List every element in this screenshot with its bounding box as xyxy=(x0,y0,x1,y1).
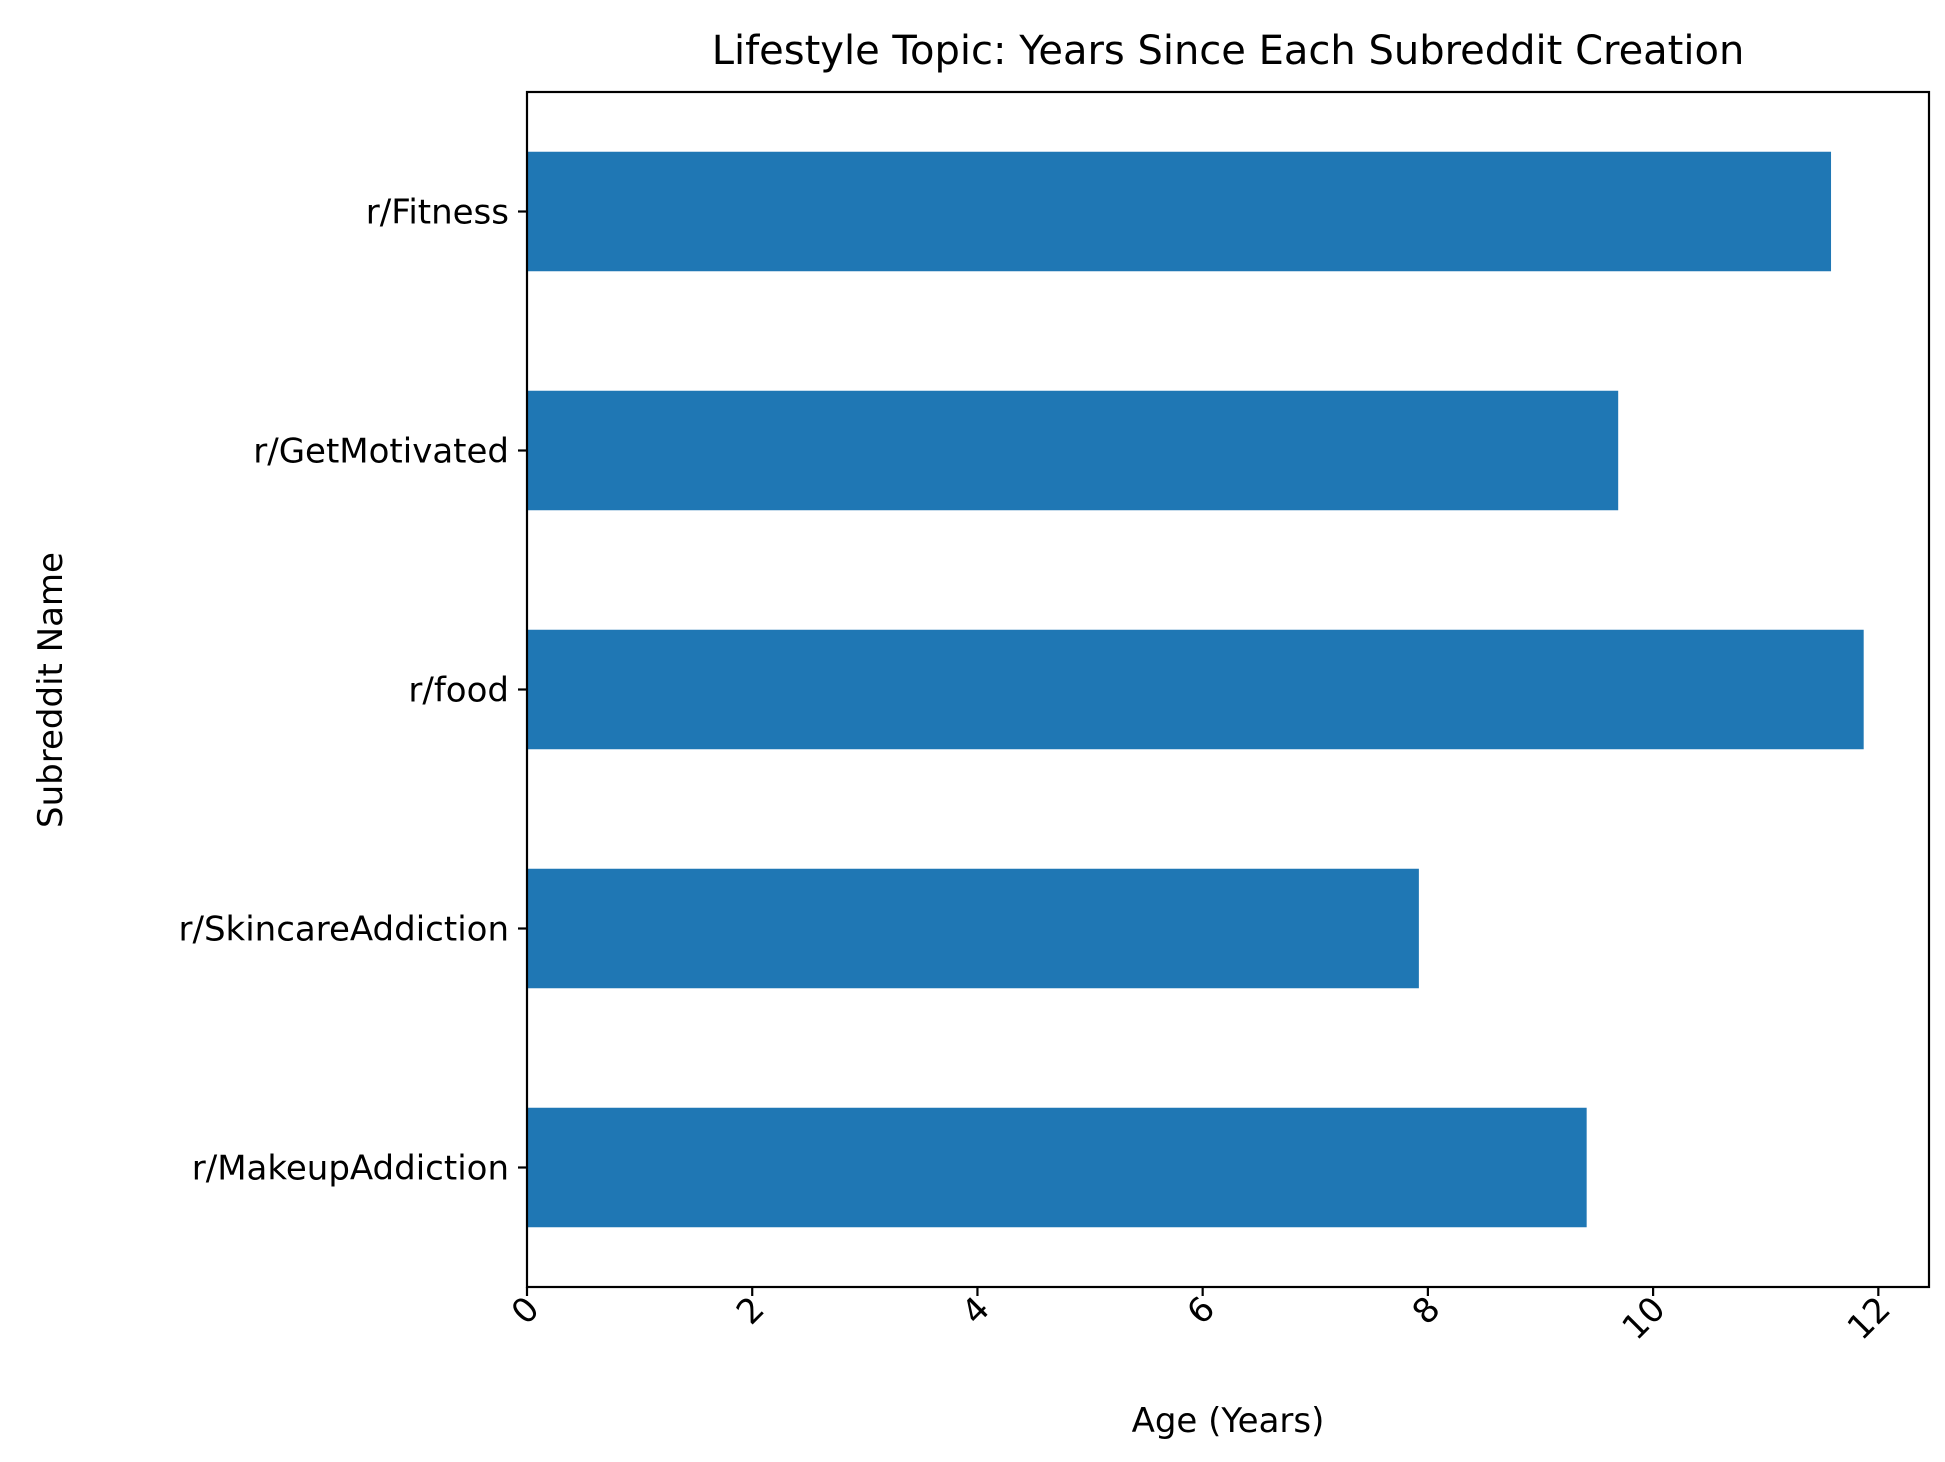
x-tick-label: 12 xyxy=(1840,1289,1899,1348)
y-axis-ticks: r/Fitness r/GetMotivated r/food r/SkincareA… xyxy=(179,193,527,1189)
x-tick-label: 10 xyxy=(1615,1289,1674,1348)
bar-skincareaddiction xyxy=(527,868,1419,989)
y-tick-label: r/SkincareAddiction xyxy=(179,910,509,950)
x-tick-label: 2 xyxy=(729,1289,773,1333)
x-tick-label: 6 xyxy=(1179,1289,1223,1333)
x-tick-label: 0 xyxy=(504,1289,548,1333)
bar-fitness xyxy=(527,151,1832,272)
y-tick-label: r/GetMotivated xyxy=(253,432,509,472)
y-tick-label: r/food xyxy=(408,671,509,711)
x-axis-ticks: 0 2 4 6 8 10 12 xyxy=(504,1287,1899,1348)
bar-makeupaddiction xyxy=(527,1107,1587,1228)
chart-title: Lifestyle Topic: Years Since Each Subred… xyxy=(712,28,1745,74)
y-tick-label: r/Fitness xyxy=(366,193,509,233)
plot-area-frame xyxy=(525,90,1931,1289)
x-tick-label: 8 xyxy=(1405,1289,1449,1333)
x-tick-label: 4 xyxy=(954,1289,998,1333)
bars-group xyxy=(527,151,1864,1228)
y-axis-label: Subreddit Name xyxy=(31,552,71,828)
x-axis-label: Age (Years) xyxy=(1132,1401,1325,1441)
y-tick-label: r/MakeupAddiction xyxy=(192,1149,509,1189)
bar-getmotivated xyxy=(527,390,1619,511)
bar-food xyxy=(527,629,1864,750)
